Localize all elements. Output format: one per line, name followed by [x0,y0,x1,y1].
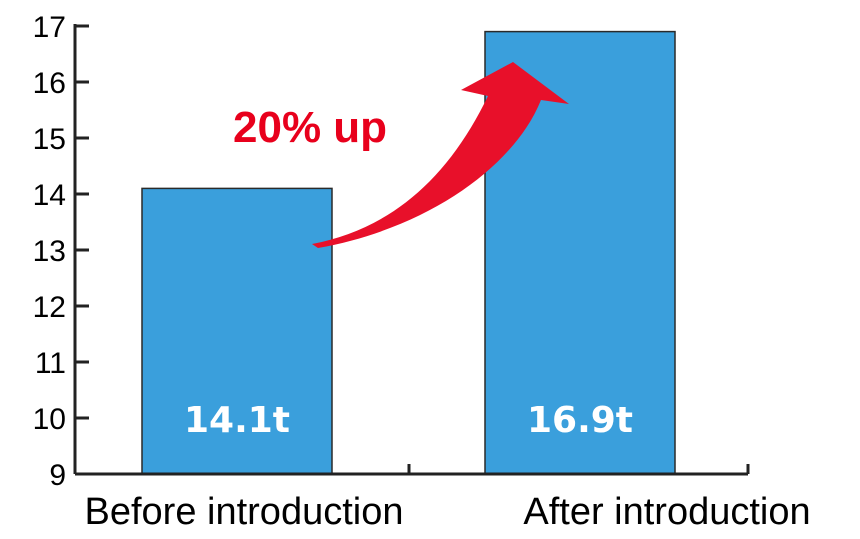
bar [141,187,333,475]
y-tick-label: 10 [33,403,66,436]
y-tick-label: 15 [33,123,66,156]
bar-value-label: 16.9t [527,400,633,441]
growth-annotation: 20% up [233,103,387,152]
x-axis: Before introduction After introduction [73,464,811,533]
y-axis: 9 10 11 12 13 14 15 16 17 [33,11,89,492]
growth-arrow-icon [312,62,569,248]
x-category-label: Before introduction [85,491,404,533]
y-tick-label: 13 [33,235,66,268]
bar-value-label: 14.1t [184,400,290,441]
y-tick-label: 12 [33,291,66,324]
y-tick-label: 17 [33,11,66,44]
y-tick-label: 11 [35,347,66,380]
x-category-label: After introduction [523,491,810,533]
y-tick-label: 16 [33,67,66,100]
y-tick-label: 9 [49,459,66,492]
annotation: 20% up [233,62,569,248]
y-tick-label: 14 [33,179,66,212]
bars: 14.1t 16.9t [141,30,676,475]
